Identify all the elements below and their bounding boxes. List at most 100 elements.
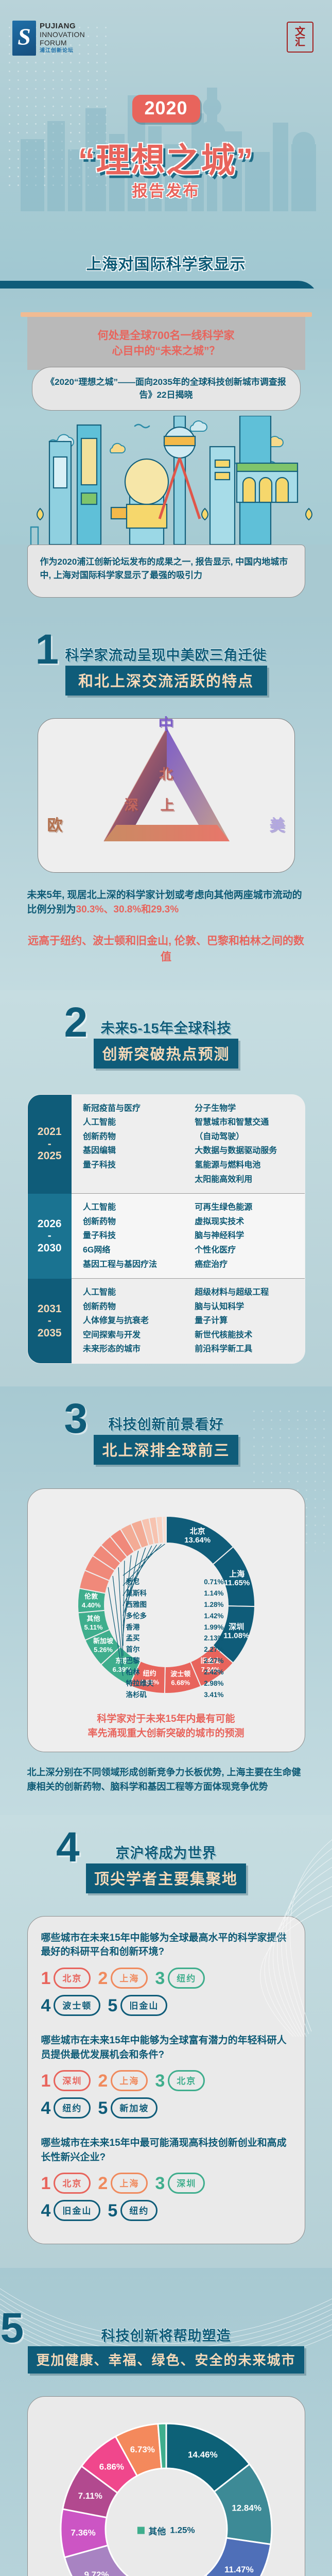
- rank-city-pill[interactable]: 旧金山: [54, 2200, 101, 2222]
- donut-slice-value: 5.26%: [94, 1646, 113, 1654]
- section-5-title-line1: 科技创新将帮助塑造: [101, 2328, 231, 2344]
- table-row-period: 2026 - 2030: [27, 1193, 72, 1279]
- donut-slice-label: 14.46%: [188, 2450, 218, 2460]
- section-3: 3 科技创新前景看好 北上深排全球前三 北京 13.64% 上海 11.65% 深圳 11…: [0, 1386, 332, 1815]
- donut-slice-value: 11.65%: [224, 1579, 250, 1587]
- section-5-title-line2: 更加健康、幸福、绿色、安全的未来城市: [28, 2346, 304, 2374]
- section-3-header: 3 科技创新前景看好 北上深排全球前三: [0, 1386, 332, 1475]
- section-2-header: 2 未来5-15年全球科技 创新突破热点预测: [0, 990, 332, 1079]
- table-cell: 大数据与数据驱动服务: [195, 1146, 277, 1156]
- section-1-stat-highlight: 远高于纽约、波士顿和旧金山, 伦敦、巴黎和柏林之间的数值: [28, 935, 304, 963]
- donut-slice-value: 11.08%: [223, 1631, 249, 1640]
- table-row-cells: 新冠疫苗与医疗 分子生物学 人工智能 智慧城市和智慧交通 创新药物 （自动驾驶）…: [72, 1095, 305, 1194]
- section-4: 4 京沪将成为世界 顶尖学者主要集聚地 哪些城市在未来15年中能够为全球最高水平…: [0, 1815, 332, 2268]
- table-cell: 人工智能: [83, 1118, 116, 1127]
- donut-slice-value: 7.24%: [201, 1666, 220, 1673]
- rank-city-pill[interactable]: 北京: [168, 2070, 205, 2092]
- section-5: 5 科技创新将帮助塑造 更加健康、幸福、绿色、安全的未来城市 14.46% 12.…: [0, 2268, 332, 2576]
- rank-number: 3: [155, 2071, 165, 2091]
- ranking-row: 1 北京 2 上海 3 深圳: [41, 2173, 291, 2194]
- rank-city-pill[interactable]: 旧金山: [120, 1995, 168, 2016]
- table-cell: 人工智能: [83, 1203, 116, 1212]
- donut-slice-label: 伦敦: [84, 1592, 98, 1600]
- donut-slice: [156, 2422, 167, 2470]
- table-cell: 创新药物: [83, 1217, 116, 1226]
- hero-section: PUJIANG INNOVATION FORUM 浦江创新论坛 文 汇 2020…: [0, 0, 332, 289]
- rank-number: 3: [155, 2173, 165, 2193]
- rank-city-pill[interactable]: 纽约: [54, 2097, 91, 2119]
- donut-callout-name: 莫斯科: [126, 1589, 147, 1597]
- sub-title: 报告发布: [132, 183, 200, 200]
- donut-callout-row: 西雅图 1.28%: [126, 1599, 224, 1611]
- year-badge: 2020: [132, 95, 200, 123]
- table-cell: 基因编辑: [83, 1146, 116, 1156]
- section-4-title-line2: 顶尖学者主要集聚地: [85, 1863, 246, 1893]
- donut-slice-value: 6.53%: [140, 1678, 159, 1686]
- table-cell: 脑与神经科学: [195, 1231, 244, 1241]
- section-1-header: 1 科学家流动呈现中美欧三角迁徙 和北上深交流活跃的特点: [0, 617, 332, 706]
- intro-question-card: 何处是全球700名一线科学家 心目中的“未来之城”？: [27, 317, 305, 370]
- donut-callout-value: 1.99%: [204, 1623, 224, 1631]
- donut-slice-label: 6.73%: [130, 2445, 154, 2454]
- section-1-stat-text: 未来5年, 现居北上深的科学家计划或考虑向其他两座城市流动的比例分别为: [27, 889, 302, 916]
- table-cell: 新冠疫苗与医疗: [83, 1104, 141, 1113]
- donut-slice-label: 新加坡: [93, 1637, 114, 1645]
- rank-city-pill[interactable]: 上海: [111, 2173, 148, 2194]
- table-cell: 可再生绿色能源: [195, 1203, 253, 1212]
- table-cell: 未来形态的城市: [83, 1345, 141, 1354]
- legend-value-other: 1.25%: [170, 2525, 195, 2535]
- rank-number: 2: [98, 2173, 108, 2193]
- rank-city-pill[interactable]: 深圳: [168, 2173, 205, 2194]
- city-function-donut-chart: 14.46%12.84%11.47%11.10%11.10%9.72%7.36%…: [45, 2408, 287, 2576]
- city-function-donut-card: 14.46%12.84%11.47%11.10%11.10%9.72%7.36%…: [27, 2396, 305, 2576]
- intro-note-card: 作为2020浦江创新论坛发布的成果之一, 报告显示, 中国内地城市中, 上海对国…: [27, 544, 305, 598]
- table-cell: 量子计算: [195, 1316, 228, 1326]
- legend-label-other: 其他: [148, 2527, 166, 2537]
- donut-callout-name: 多伦多: [126, 1612, 147, 1620]
- donut-callout-name: 洛杉矶: [126, 1690, 147, 1699]
- rank-city-pill[interactable]: 北京: [54, 1968, 91, 1989]
- section-3-chart-caption: 科学家对于未来15年内最有可能 率先涌现重大创新突破的城市的预测: [88, 1714, 244, 1739]
- rank-city-pill[interactable]: 波士顿: [54, 1995, 101, 2016]
- table-cell: 人体修复与抗衰老: [83, 1316, 149, 1326]
- logo-line-1: PUJIANG: [40, 22, 76, 31]
- donut-callout-row: 首尔 2.27%: [126, 1644, 224, 1655]
- donut-callout-value: 2.42%: [204, 1668, 224, 1676]
- donut-center-legend: 其他 1.25%: [137, 2524, 195, 2537]
- rank-number: 1: [41, 1968, 51, 1988]
- ranking-question: 哪些城市在未来15年中最可能涌现高科技创新创业和高成长性新兴企业?: [41, 2138, 287, 2163]
- rank-city-pill[interactable]: 新加坡: [111, 2097, 158, 2119]
- rank-number: 5: [98, 2098, 108, 2118]
- section-4-title-line1: 京沪将成为世界: [115, 1845, 217, 1861]
- donut-callout-name: 巴黎: [126, 1657, 140, 1665]
- donut-slice-value: 13.64%: [184, 1536, 211, 1545]
- tech-forecast-table: 2021 - 2025 新冠疫苗与医疗 分子生物学 人工智能 智慧城市和智慧交通…: [27, 1094, 305, 1364]
- rank-city-pill[interactable]: 纽约: [168, 1968, 205, 1989]
- rank-city-pill[interactable]: 上海: [111, 2070, 148, 2092]
- rank-city-pill[interactable]: 上海: [111, 1968, 148, 1989]
- table-row-period: 2021 - 2025: [27, 1094, 72, 1194]
- section-3-number: 3: [64, 1395, 88, 1443]
- section-1-title-line1: 科学家流动呈现中美欧三角迁徙: [65, 647, 267, 663]
- hero-lead-line: 上海对国际科学家显示: [86, 256, 246, 273]
- donut-callout-value: 1.28%: [204, 1600, 224, 1608]
- rank-number: 2: [98, 2071, 108, 2091]
- triangle-inner-shanghai: 上: [160, 797, 174, 813]
- rank-city-pill[interactable]: 深圳: [54, 2070, 91, 2092]
- donut-slice-label: 其他: [86, 1615, 100, 1622]
- donut-slice-label: 7.11%: [78, 2491, 102, 2501]
- section-2-title-line1: 未来5-15年全球科技: [100, 1020, 232, 1036]
- rank-number: 5: [108, 2200, 118, 2221]
- donut-slice-label: 上海: [229, 1569, 244, 1579]
- donut-slice-label: 波士顿: [170, 1670, 190, 1677]
- donut-leader-line: [122, 1546, 152, 1606]
- rank-city-pill[interactable]: 纽约: [120, 2200, 158, 2222]
- donut-chart-svg: 14.46%12.84%11.47%11.10%11.10%9.72%7.36%…: [60, 2422, 272, 2576]
- ranking-row: 1 深圳 2 上海 3 北京: [41, 2070, 291, 2092]
- seal-char-top: 文: [295, 26, 305, 38]
- donut-slice-label: 东京: [115, 1657, 129, 1665]
- rank-number: 1: [41, 2071, 51, 2091]
- rank-city-pill[interactable]: 北京: [54, 2173, 91, 2194]
- table-cell: 太阳能高效利用: [195, 1175, 253, 1184]
